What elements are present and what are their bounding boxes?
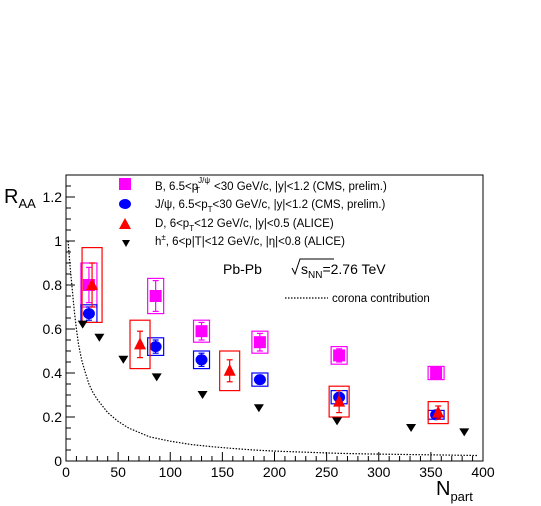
axes: 0 50 100 150 200 250 300 350 400 0 0.2 0.4 0.6 0.8 1 1.… bbox=[43, 174, 495, 480]
data-point-triangle-up bbox=[333, 394, 346, 407]
legend-label-h: h±, 6<p|T|<12 GeV/c, |η|<0.8 (ALICE) bbox=[155, 233, 345, 248]
corona-legend: corona contribution bbox=[285, 293, 430, 305]
system-annotation: Pb-Pb sNN=2.76 TeV bbox=[223, 258, 386, 281]
data-series bbox=[77, 247, 470, 437]
data-point-triangle-up bbox=[432, 405, 445, 418]
data-point-square bbox=[149, 290, 162, 302]
systematic-box bbox=[328, 385, 350, 418]
annotation-system: Pb-Pb bbox=[223, 261, 262, 277]
legend-entry-d: D, 6<pT<12 GeV/c, |y|<0.5 (ALICE) bbox=[119, 218, 334, 233]
systematic-box bbox=[251, 372, 269, 387]
y-tick-label: 0.4 bbox=[43, 365, 63, 381]
data-point-triangle-down bbox=[118, 355, 129, 364]
y-axis-title-sub: AA bbox=[18, 196, 36, 211]
legend-label-d: D, 6<pT<12 GeV/c, |y|<0.5 (ALICE) bbox=[155, 218, 334, 233]
y-axis-title: RAA bbox=[4, 186, 36, 211]
x-tick-label: 150 bbox=[211, 464, 235, 480]
x-tick-label: 300 bbox=[367, 464, 391, 480]
data-point-triangle-down bbox=[459, 428, 470, 437]
systematic-box bbox=[147, 277, 165, 315]
systematic-box bbox=[251, 330, 269, 354]
x-tick-label: 100 bbox=[159, 464, 183, 480]
y-tick-label: 0.2 bbox=[43, 409, 63, 425]
data-point-triangle-down bbox=[197, 391, 208, 399]
data-point-triangle-up bbox=[86, 278, 99, 290]
data-point-triangle-up bbox=[134, 337, 147, 350]
systematic-box bbox=[427, 365, 445, 381]
x-axis-title: Npart bbox=[436, 478, 473, 504]
legend-marker-square bbox=[119, 178, 131, 190]
systematic-box bbox=[427, 401, 449, 425]
legend-marker-triangle-up bbox=[119, 218, 131, 229]
data-point-triangle-down bbox=[94, 333, 105, 342]
corona-legend-label: corona contribution bbox=[332, 293, 430, 305]
y-axis-title-main: R bbox=[4, 186, 18, 208]
x-tick-label: 400 bbox=[471, 464, 495, 480]
legend-entry-h: h±, 6<p|T|<12 GeV/c, |η|<0.8 (ALICE) bbox=[122, 233, 345, 248]
systematic-box bbox=[129, 319, 151, 370]
data-point-triangle-down bbox=[332, 417, 343, 426]
data-point-triangle-down bbox=[151, 373, 162, 382]
x-axis-title-sub: part bbox=[450, 489, 473, 504]
y-tick-label: 1.2 bbox=[43, 189, 63, 205]
y-tick-label: 1 bbox=[54, 233, 62, 249]
annotation-energy: sNN=2.76 TeV bbox=[301, 261, 386, 281]
legend-marker-circle bbox=[119, 199, 131, 209]
series-0 bbox=[80, 262, 445, 381]
data-point-square bbox=[333, 349, 346, 362]
series-3 bbox=[77, 320, 470, 437]
data-point-triangle-down bbox=[253, 404, 264, 413]
data-point-triangle-down bbox=[77, 320, 88, 329]
legend-marker-triangle-down bbox=[122, 240, 130, 247]
data-point-triangle-down bbox=[406, 424, 417, 432]
data-point-circle bbox=[195, 354, 208, 366]
systematic-box bbox=[219, 350, 241, 392]
y-tick-label: 0.8 bbox=[43, 277, 63, 293]
x-tick-label: 50 bbox=[110, 464, 126, 480]
corona-line bbox=[67, 240, 478, 457]
y-tick-label: 0.6 bbox=[43, 321, 63, 337]
x-tick-label: 250 bbox=[315, 464, 339, 480]
systematic-box bbox=[192, 350, 211, 370]
series-1 bbox=[80, 304, 445, 421]
legend-label-jpsi: J/ψ, 6.5<pT<30 GeV/c, |y|<1.2 (CMS, prel… bbox=[155, 199, 385, 214]
systematic-box bbox=[147, 337, 165, 356]
data-point-triangle-up bbox=[223, 363, 236, 376]
x-tick-label: 0 bbox=[62, 464, 70, 480]
x-tick-label: 200 bbox=[263, 464, 287, 480]
data-point-circle bbox=[82, 308, 95, 320]
x-axis-title-main: N bbox=[436, 478, 450, 500]
legend-entry-b: B, 6.5<pJ/ψ T <30 GeV/c, |y|<1.2 (CMS, pre… bbox=[119, 176, 387, 195]
corona-curve bbox=[67, 240, 478, 457]
systematic-box bbox=[81, 247, 103, 324]
data-point-square bbox=[195, 325, 208, 338]
series-2 bbox=[81, 247, 449, 425]
data-point-square bbox=[253, 336, 266, 349]
data-point-circle bbox=[253, 374, 266, 386]
systematic-box bbox=[192, 319, 211, 343]
y-tick-label: 0 bbox=[54, 453, 62, 469]
legend-entry-jpsi: J/ψ, 6.5<pT<30 GeV/c, |y|<1.2 (CMS, prel… bbox=[119, 199, 385, 214]
data-point-circle bbox=[149, 341, 162, 353]
data-point-square bbox=[430, 367, 443, 379]
legend-label-b: B, 6.5<pJ/ψ T <30 GeV/c, |y|<1.2 (CMS, pre… bbox=[155, 176, 387, 195]
legend: B, 6.5<pJ/ψ T <30 GeV/c, |y|<1.2 (CMS, pre… bbox=[119, 176, 387, 248]
sqrt-sign bbox=[291, 258, 334, 276]
systematic-box bbox=[330, 346, 348, 365]
x-tick-label: 350 bbox=[419, 464, 443, 480]
